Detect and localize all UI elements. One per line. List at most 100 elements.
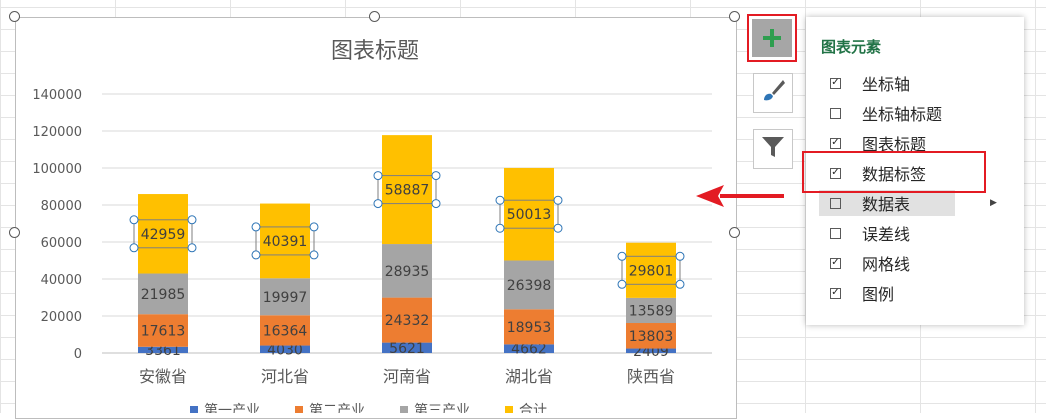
- chart-element-option[interactable]: ✓ 图表标题: [819, 130, 955, 156]
- label-handle[interactable]: [495, 195, 505, 205]
- bar-segment[interactable]: [138, 273, 188, 315]
- chart-element-option[interactable]: ✓ 坐标轴: [819, 70, 955, 96]
- bar-segment[interactable]: [260, 315, 310, 346]
- label-handle[interactable]: [309, 222, 319, 232]
- data-label[interactable]: 58887: [385, 183, 430, 199]
- chart-element-option[interactable]: ✓ 数据标签: [819, 160, 955, 186]
- label-handle[interactable]: [373, 171, 383, 181]
- checkbox-unchecked[interactable]: [830, 227, 841, 239]
- label-handle[interactable]: [617, 251, 627, 261]
- resize-handle[interactable]: [9, 227, 20, 238]
- checkbox-checked[interactable]: ✓: [830, 167, 841, 179]
- data-label[interactable]: 16364: [263, 323, 308, 339]
- checkbox-unchecked[interactable]: [830, 107, 841, 119]
- data-label[interactable]: 40391: [263, 234, 308, 250]
- bar-segment[interactable]: [382, 342, 432, 353]
- resize-handle[interactable]: [369, 11, 380, 22]
- data-label[interactable]: 5621: [389, 341, 425, 357]
- label-handle[interactable]: [495, 223, 505, 233]
- label-handle[interactable]: [129, 243, 139, 253]
- legend-swatch: [295, 406, 303, 413]
- chart-title[interactable]: 图表标题: [331, 39, 419, 64]
- chart-elements-button[interactable]: [747, 14, 797, 62]
- label-handle[interactable]: [251, 250, 261, 260]
- checkbox-checked[interactable]: ✓: [830, 287, 841, 299]
- label-handle[interactable]: [553, 223, 563, 233]
- chart-element-option[interactable]: 误差线: [819, 220, 955, 246]
- label-handle[interactable]: [309, 250, 319, 260]
- bar-segment[interactable]: [626, 297, 676, 324]
- checkbox-checked[interactable]: ✓: [830, 257, 841, 269]
- label-handle[interactable]: [251, 222, 261, 232]
- bar-segment[interactable]: [626, 348, 676, 353]
- option-label: 数据标签: [862, 165, 927, 184]
- label-selection-box: [621, 255, 681, 285]
- label-handle[interactable]: [129, 215, 139, 225]
- legend-entry[interactable]: 第一产业: [204, 402, 260, 413]
- bar-segment[interactable]: [138, 194, 188, 274]
- x-category-label: 河北省: [261, 367, 309, 386]
- checkbox-checked[interactable]: ✓: [830, 77, 841, 89]
- bar-segment[interactable]: [504, 167, 554, 261]
- option-label: 坐标轴标题: [862, 105, 943, 124]
- legend-entry[interactable]: 第三产业: [414, 402, 470, 413]
- stacked-bar-chart[interactable]: 图表标题 0 20000 40000 60000 80000 100000 120000 140…: [0, 0, 736, 413]
- bar-segment[interactable]: [260, 203, 310, 279]
- chart-element-option[interactable]: ✓ 图例: [819, 280, 955, 306]
- label-handle[interactable]: [431, 199, 441, 209]
- brush-icon: [760, 78, 786, 108]
- chart-element-option[interactable]: ✓ 网格线: [819, 250, 955, 276]
- label-handle[interactable]: [675, 251, 685, 261]
- label-handle[interactable]: [187, 215, 197, 225]
- label-handle[interactable]: [431, 171, 441, 181]
- label-handle[interactable]: [617, 279, 627, 289]
- data-label[interactable]: 13589: [629, 303, 674, 319]
- bar-segment[interactable]: [382, 135, 432, 245]
- data-label[interactable]: 18953: [507, 320, 552, 336]
- checkbox-checked[interactable]: ✓: [830, 137, 841, 149]
- bar-segment[interactable]: [504, 344, 554, 353]
- data-label[interactable]: 24332: [385, 313, 430, 329]
- chart-filters-button[interactable]: [753, 129, 793, 169]
- data-label[interactable]: 19997: [263, 290, 308, 306]
- chart-element-option[interactable]: 数据表 ▶: [819, 190, 997, 216]
- bar-segment[interactable]: [504, 260, 554, 310]
- label-handle[interactable]: [187, 243, 197, 253]
- data-label[interactable]: 17613: [141, 323, 186, 339]
- bar-segment[interactable]: [138, 314, 188, 347]
- resize-handle[interactable]: [729, 11, 740, 22]
- bar-segment[interactable]: [504, 309, 554, 345]
- bar-segment[interactable]: [260, 345, 310, 353]
- submenu-arrow-icon[interactable]: ▶: [990, 198, 997, 208]
- checkbox-unchecked[interactable]: [830, 197, 841, 209]
- data-label[interactable]: 29801: [629, 263, 674, 279]
- label-handle[interactable]: [675, 279, 685, 289]
- bar-segment[interactable]: [626, 242, 676, 298]
- data-label[interactable]: 42959: [141, 227, 186, 243]
- resize-handle[interactable]: [9, 11, 20, 22]
- bar-segment[interactable]: [138, 346, 188, 353]
- data-label[interactable]: 26398: [507, 278, 552, 294]
- label-selection-box: [133, 219, 193, 249]
- legend-entry[interactable]: 合计: [519, 403, 547, 413]
- chart-elements-panel: 图表元素 ✓ 坐标轴 坐标轴标题 ✓ 图表标题 ✓ 数据标签 数据表 ▶ 误差线 ✓ 网格线 ✓ 图例: [806, 17, 1024, 325]
- legend-entry[interactable]: 第二产业: [309, 402, 365, 413]
- bar-segment[interactable]: [382, 297, 432, 343]
- data-label[interactable]: 13803: [629, 329, 674, 345]
- label-selection-box: [255, 226, 315, 256]
- bar-segment[interactable]: [626, 323, 676, 349]
- data-label[interactable]: 28935: [385, 264, 430, 280]
- data-label[interactable]: 4030: [267, 342, 303, 358]
- data-label[interactable]: 4662: [511, 342, 547, 358]
- bar-segment[interactable]: [382, 244, 432, 298]
- data-label[interactable]: 3361: [145, 343, 181, 359]
- data-label[interactable]: 50013: [507, 207, 552, 223]
- chart-styles-button[interactable]: [753, 73, 793, 113]
- bar-segment[interactable]: [260, 278, 310, 316]
- label-handle[interactable]: [373, 199, 383, 209]
- chart-element-option[interactable]: 坐标轴标题: [819, 100, 955, 126]
- resize-handle[interactable]: [729, 227, 740, 238]
- label-handle[interactable]: [553, 195, 563, 205]
- option-label: 图表标题: [862, 135, 927, 154]
- data-label[interactable]: 21985: [141, 287, 186, 303]
